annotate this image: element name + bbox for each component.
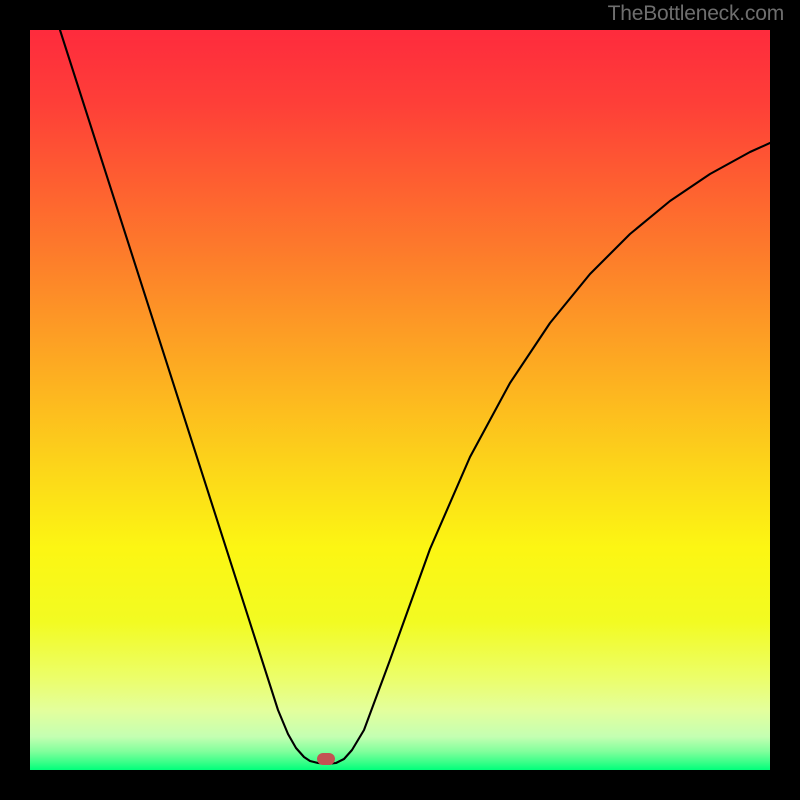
curve-left-branch xyxy=(60,30,327,764)
curve-chart xyxy=(30,30,770,770)
minimum-marker xyxy=(317,753,335,765)
curve-right-branch xyxy=(327,143,770,764)
plot-area xyxy=(30,30,770,770)
watermark-text: TheBottleneck.com xyxy=(608,2,784,26)
